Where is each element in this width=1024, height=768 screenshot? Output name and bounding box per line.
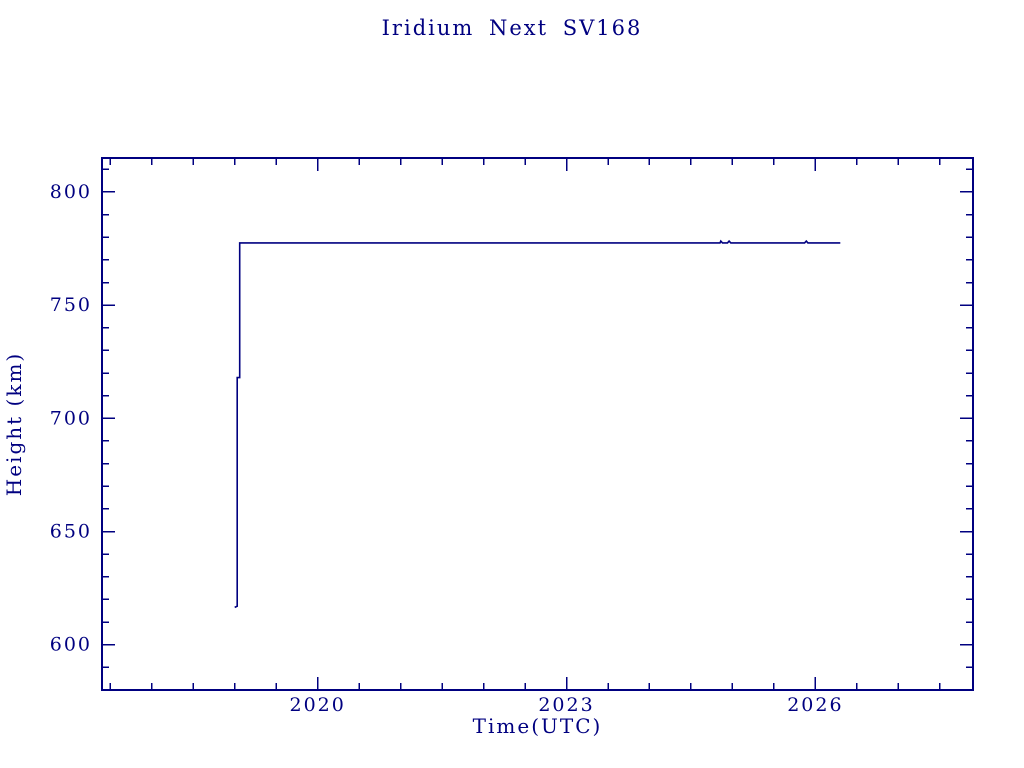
y-tick-label: 800: [50, 181, 92, 203]
x-tick-label: 2020: [289, 694, 345, 716]
chart-title: Iridium Next SV168: [381, 16, 643, 40]
x-tick-label: 2026: [787, 694, 843, 716]
y-tick-label: 750: [50, 294, 92, 316]
y-tick-label: 650: [50, 521, 92, 543]
y-tick-label: 600: [50, 634, 92, 656]
x-tick-label: 2023: [538, 694, 594, 716]
plot-box: [101, 157, 974, 691]
x-axis-label: Time(UTC): [472, 714, 603, 738]
series-line-height: [234, 239, 841, 609]
y-tick-label: 700: [50, 407, 92, 429]
